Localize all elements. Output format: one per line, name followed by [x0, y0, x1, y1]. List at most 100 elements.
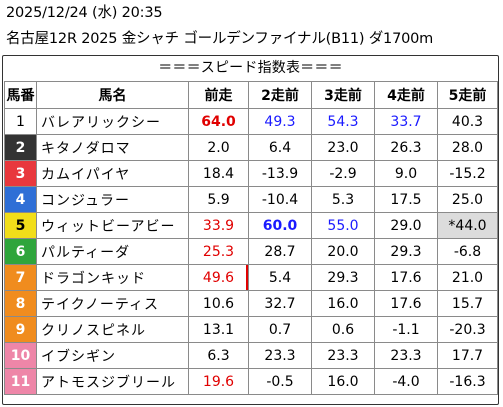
horse-number: 6 [4, 238, 37, 265]
speed-index-value: -20.3 [437, 316, 498, 343]
horse-name: コンジュラー [36, 186, 189, 213]
speed-index-value: 33.9 [188, 212, 249, 239]
speed-index-value: 6.3 [188, 342, 249, 369]
speed-index-table: 馬番 馬名 前走 2走前 3走前 4走前 5走前 1 バレアリックシー 64.0 49… [4, 81, 498, 395]
speed-index-value: 17.6 [374, 290, 438, 317]
horse-name: カムイパイヤ [36, 160, 189, 187]
horse-number: 9 [4, 316, 37, 343]
horse-name: アトモスジブリール [36, 368, 189, 395]
table-row: 5 ウィットビーアビー 33.9 60.0 55.0 29.0 *44.0 [4, 212, 498, 239]
speed-index-value: 9.0 [374, 160, 438, 187]
table-row: 9 クリノスピネル 13.1 0.7 0.6 -1.1 -20.3 [4, 316, 498, 343]
speed-index-value: 15.7 [437, 290, 498, 317]
speed-index-value: -15.2 [437, 160, 498, 187]
speed-index-value: 16.0 [311, 290, 375, 317]
horse-name: ウィットビーアビー [36, 212, 189, 239]
speed-index-value: -13.9 [248, 160, 312, 187]
speed-index-value: 49.6 [188, 264, 249, 291]
speed-index-value: 23.3 [311, 342, 375, 369]
speed-index-value: 17.5 [374, 186, 438, 213]
speed-index-value: 17.6 [374, 264, 438, 291]
speed-index-value: 25.3 [188, 238, 249, 265]
table-row: 11 アトモスジブリール 19.6 -0.5 16.0 -4.0 -16.3 [4, 368, 498, 395]
speed-index-value: 23.0 [311, 134, 375, 161]
horse-name: テイクノーティス [36, 290, 189, 317]
table-row: 6 パルティーダ 25.3 28.7 20.0 29.3 -6.8 [4, 238, 498, 265]
horse-number: 5 [4, 212, 37, 239]
speed-index-value: 32.7 [248, 290, 312, 317]
speed-index-value: -6.8 [437, 238, 498, 265]
speed-index-value: 54.3 [311, 108, 375, 135]
speed-index-value: -1.1 [374, 316, 438, 343]
speed-index-value: 49.3 [248, 108, 312, 135]
speed-index-value: -2.9 [311, 160, 375, 187]
race-datetime: 2025/12/24 (水) 20:35 [6, 5, 163, 21]
speed-index-value: 6.4 [248, 134, 312, 161]
speed-index-value: 28.0 [437, 134, 498, 161]
speed-index-value: 26.3 [374, 134, 438, 161]
speed-index-value: 25.0 [437, 186, 498, 213]
speed-index-value: 29.0 [374, 212, 438, 239]
speed-index-value: 10.6 [188, 290, 249, 317]
horse-number: 10 [4, 342, 37, 369]
speed-index-value: 29.3 [374, 238, 438, 265]
table-row: 3 カムイパイヤ 18.4 -13.9 -2.9 9.0 -15.2 [4, 160, 498, 187]
speed-index-value: 16.0 [311, 368, 375, 395]
horse-name: バレアリックシー [36, 108, 189, 135]
speed-index-value: 23.3 [248, 342, 312, 369]
speed-index-value: 28.7 [248, 238, 312, 265]
horse-number: 11 [4, 368, 37, 395]
horse-number: 1 [4, 108, 37, 135]
horse-number: 3 [4, 160, 37, 187]
speed-index-table-frame: ＝＝＝スピード指数表＝＝＝ 馬番 馬名 前走 2走前 3走前 4走前 5走前 1… [2, 55, 499, 405]
speed-index-value: 40.3 [437, 108, 498, 135]
horse-number: 7 [4, 264, 37, 291]
speed-index-value: 55.0 [311, 212, 375, 239]
horse-number: 8 [4, 290, 37, 317]
table-subtitle: ＝＝＝スピード指数表＝＝＝ [158, 60, 343, 76]
speed-index-value: 60.0 [248, 212, 312, 239]
speed-index-value: 2.0 [188, 134, 249, 161]
col-header-5th: 5走前 [437, 81, 498, 109]
speed-index-value: 5.9 [188, 186, 249, 213]
col-header-number: 馬番 [4, 81, 37, 109]
horse-name: クリノスピネル [36, 316, 189, 343]
col-header-4th: 4走前 [374, 81, 438, 109]
speed-index-value: *44.0 [437, 212, 498, 239]
horse-number: 2 [4, 134, 37, 161]
speed-index-value: 0.7 [248, 316, 312, 343]
horse-name: キタノダロマ [36, 134, 189, 161]
speed-index-value: -16.3 [437, 368, 498, 395]
table-row: 7 ドラゴンキッド 49.6 5.4 29.3 17.6 21.0 [4, 264, 498, 291]
header-row: 馬番 馬名 前走 2走前 3走前 4走前 5走前 [4, 81, 498, 109]
race-title: 名古屋12R 2025 金シャチ ゴールデンファイナル(B11) ダ1700m [6, 31, 434, 47]
col-header-name: 馬名 [36, 81, 189, 109]
speed-index-value: 20.0 [311, 238, 375, 265]
horse-number: 4 [4, 186, 37, 213]
table-row: 2 キタノダロマ 2.0 6.4 23.0 26.3 28.0 [4, 134, 498, 161]
table-row: 1 バレアリックシー 64.0 49.3 54.3 33.7 40.3 [4, 108, 498, 135]
speed-index-value: 5.4 [248, 264, 312, 291]
speed-index-value: 0.6 [311, 316, 375, 343]
speed-index-value: 19.6 [188, 368, 249, 395]
table-row: 10 イブシギン 6.3 23.3 23.3 23.3 17.7 [4, 342, 498, 369]
horse-name: イブシギン [36, 342, 189, 369]
col-header-3rd: 3走前 [311, 81, 375, 109]
speed-index-value: 29.3 [311, 264, 375, 291]
col-header-last: 前走 [188, 81, 249, 109]
speed-index-value: -0.5 [248, 368, 312, 395]
table-row: 8 テイクノーティス 10.6 32.7 16.0 17.6 15.7 [4, 290, 498, 317]
speed-index-value: 21.0 [437, 264, 498, 291]
speed-index-value: -4.0 [374, 368, 438, 395]
speed-index-value: 64.0 [188, 108, 249, 135]
speed-index-value: 13.1 [188, 316, 249, 343]
horse-name: パルティーダ [36, 238, 189, 265]
table-row: 4 コンジュラー 5.9 -10.4 5.3 17.5 25.0 [4, 186, 498, 213]
speed-index-value: 23.3 [374, 342, 438, 369]
speed-index-value: 33.7 [374, 108, 438, 135]
speed-index-value: -10.4 [248, 186, 312, 213]
speed-index-value: 18.4 [188, 160, 249, 187]
speed-index-value: 5.3 [311, 186, 375, 213]
horse-name: ドラゴンキッド [36, 264, 189, 291]
